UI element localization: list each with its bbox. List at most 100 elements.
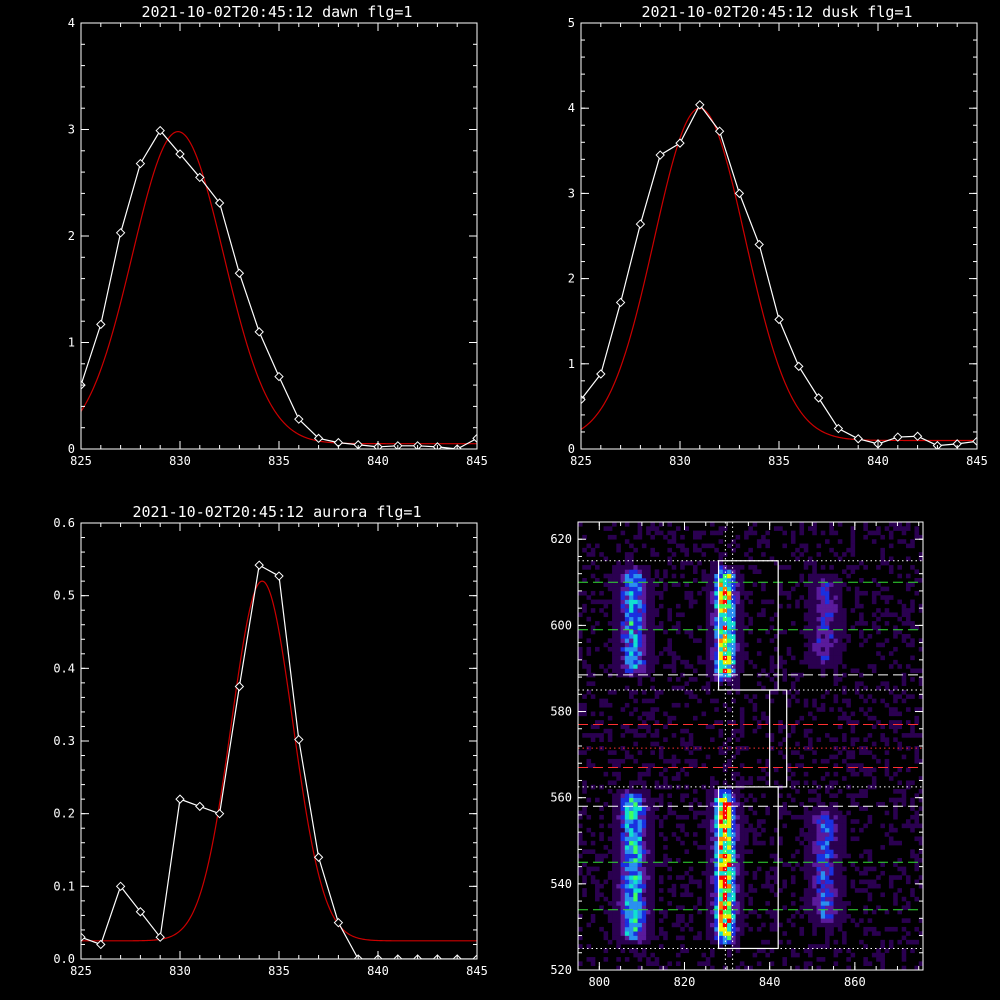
image-image-cell [586,552,592,557]
image-image-cell [722,806,728,811]
image-image-cell [867,814,873,820]
image-image-cell [641,875,647,880]
image-image-cell [833,582,839,587]
image-image-cell [803,603,809,609]
image-image-cell [646,608,651,613]
image-image-cell [837,914,843,919]
image-image-cell [880,957,885,962]
image-image-cell [837,862,843,867]
image-image-cell [837,827,843,833]
image-image-cell [646,922,651,928]
image-image-cell [582,664,587,669]
image-image-cell [667,810,672,816]
image-image-cell [790,914,796,919]
image-image-cell [705,789,711,794]
image-image-cell [812,586,817,592]
image-image-cell [820,849,826,854]
image-image-cell [637,931,643,936]
image-image-cell [616,832,621,837]
image-image-cell [582,780,587,786]
image-image-cell [735,845,741,850]
image-image-cell [790,750,796,755]
image-image-cell [859,789,864,794]
image-image-cell [910,853,915,859]
image-image-cell [722,780,728,786]
image-image-cell [918,823,924,829]
image-image-cell [718,595,724,600]
image-image-cell [773,634,779,639]
image-image-cell [616,853,621,859]
image-image-cell [731,754,736,760]
image-image-cell [616,892,621,898]
image-image-cell [650,849,655,854]
image-image-cell [888,595,894,600]
image-image-cell [893,711,898,717]
image-image-cell [756,832,762,837]
image-image-cell [718,853,724,859]
image-image-cell [714,612,719,618]
image-image-cell [803,849,809,854]
image-image-cell [905,819,911,824]
image-image-cell [590,737,596,742]
image-image-cell [688,664,694,669]
image-image-cell [727,565,732,570]
image-image-cell [863,590,868,596]
image-image-cell [620,595,626,600]
image-image-cell [641,698,647,704]
image-image-cell [629,569,634,574]
image-image-cell [820,530,826,536]
image-image-cell [633,892,638,898]
image-image-cell [871,599,877,605]
image-image-cell [808,918,813,923]
image-image-cell [739,892,745,898]
image-image-cell [773,827,779,833]
image-image-cell [646,711,651,717]
image-image-cell [735,789,741,794]
image-image-cell [612,616,617,622]
image-image-cell [620,888,626,893]
image-image-cell [901,866,907,872]
image-image-cell [624,926,630,932]
image-image-cell [727,646,732,652]
image-image-cell [582,879,587,885]
image-image-cell [654,961,660,966]
image-image-cell [612,879,617,885]
image-image-cell [765,939,770,945]
image-image-cell [693,832,698,837]
image-image-cell [778,922,783,928]
image-image-cell [773,909,779,915]
image-image-cell [578,823,583,829]
image-image-cell [701,823,707,829]
image-image-cell [654,862,660,867]
image-image-cell [748,823,753,829]
image-image-cell [842,901,847,906]
image-image-cell [629,586,634,592]
image-image-cell [803,836,809,842]
image-image-cell [761,586,766,592]
image-image-cell [829,879,834,885]
image-image-cell [599,664,604,669]
image-image-cell [846,810,851,816]
dusk-data-point [714,126,725,136]
image-image-cell [731,612,736,618]
image-image-cell [752,530,758,536]
image-image-cell [773,780,779,786]
image-image-cell [820,616,826,622]
image-image-cell [620,573,626,579]
image-image-cell [871,698,877,704]
image-image-cell [697,530,702,536]
image-image-cell [893,896,898,902]
dusk-data-point [615,297,626,308]
image-image-cell [633,922,638,928]
image-image-cell [616,599,621,605]
image-image-cell [905,621,911,626]
image-image-cell [637,939,643,945]
image-image-cell [803,888,809,893]
image-image-cell [786,810,792,816]
image-image-cell [884,750,890,755]
image-image-cell [846,793,851,798]
image-image-cell [693,565,698,570]
image-image-cell [854,771,860,777]
image-image-cell [888,797,894,803]
image-image-cell [595,883,600,889]
